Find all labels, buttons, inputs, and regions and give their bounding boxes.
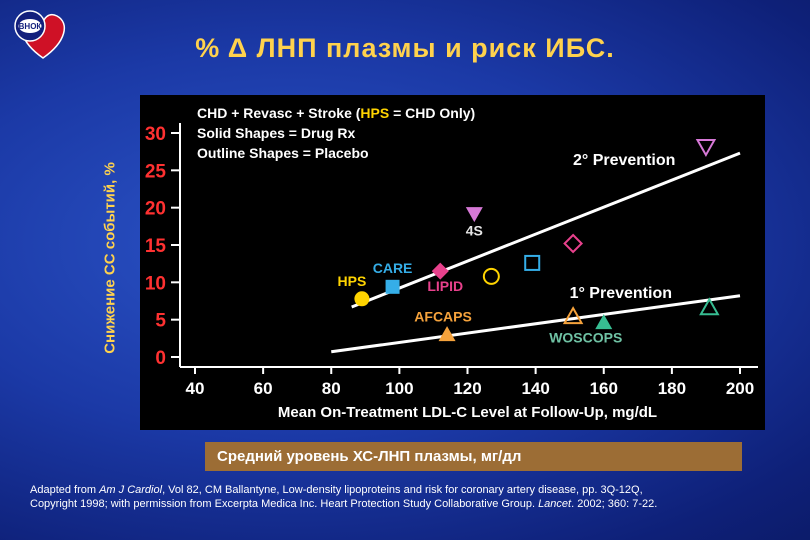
point-4s-drug [465,207,483,223]
citation-segment: , Vol 82, CM Ballantyne, Low-density lip… [162,484,643,496]
point-label-woscops: WOSCOPS [549,330,622,346]
bnok-logo-graphic: ВНОК [14,10,66,59]
x-tick-label: 160 [590,379,618,398]
point-afcaps-drug [438,326,456,342]
citation: Adapted from Am J Cardiol, Vol 82, CM Ba… [30,483,792,511]
point-care-placebo [524,254,541,271]
trend-line-1-prevention [331,294,741,354]
x-tick-label: 180 [658,379,686,398]
point-woscops-drug [595,314,613,330]
x-axis-caption-bar: Средний уровень ХС-ЛНП плазмы, мг/дл [205,442,742,471]
legend-line-1: CHD + Revasc + Stroke (HPS = CHD Only) [197,103,475,123]
citation-line: Adapted from Am J Cardiol, Vol 82, CM Ba… [30,483,792,497]
x-axis-title: Mean On-Treatment LDL-C Level at Follow-… [278,404,657,421]
point-hps-drug [354,291,370,307]
trend-line-label-1-prevention: 1° Prevention [570,285,672,302]
point-woscops-placebo [699,297,720,316]
chart-legend: CHD + Revasc + Stroke (HPS = CHD Only) S… [197,103,475,163]
x-tick-label: 80 [322,379,341,398]
legend-line-3: Outline Shapes = Placebo [197,145,369,161]
x-tick-label: 140 [521,379,549,398]
citation-segment: . 2002; 360: 7-22. [571,498,658,510]
point-label-hps: HPS [338,273,367,289]
point-label-4s: 4S [466,223,483,239]
x-tick-label: 40 [186,379,205,398]
chart-panel: 0 5 10 15 20 25 30 40 60 80 100 120 140 160 180 200 Mean… [140,95,765,430]
point-afcaps-placebo [562,306,584,325]
legend-hps-highlight: HPS [360,105,390,121]
legend-line-1-suffix: = CHD Only) [389,105,476,121]
point-lipid-drug [431,262,449,280]
x-tick-label: 60 [254,379,273,398]
y-tick-label: 30 [145,124,166,145]
citation-segment: Lancet [538,498,572,510]
point-label-lipid: LIPID [427,278,463,294]
slide-title: % Δ ЛНП плазмы и риск ИБС. [195,33,615,63]
bnok-logo: ВНОК [8,6,78,64]
logo-text: ВНОК [19,22,42,31]
point-label-care: CARE [373,260,413,276]
y-tick-label: 15 [145,236,167,257]
trend-line-2-prevention [351,151,741,309]
citation-segment: Adapted from [30,484,100,496]
y-axis-label: Снижение СС событий, % [101,162,119,354]
logo-ellipse [18,19,42,33]
chart: 0 5 10 15 20 25 30 40 60 80 100 120 140 160 180 200 Mean… [145,123,758,421]
y-tick-label: 10 [145,273,166,294]
point-lipid-placebo [563,233,584,254]
x-tick-label: 100 [385,379,413,398]
trend-line-label-2-prevention: 2° Prevention [573,152,675,169]
citation-segment: Am J Cardiol [99,484,163,496]
legend-line-2: Solid Shapes = Drug Rx [197,125,356,141]
y-tick-label: 20 [145,199,166,220]
legend-line-1-prefix: CHD + Revasc + Stroke ( [197,105,361,121]
y-tick-label: 25 [145,161,167,182]
point-label-afcaps: AFCAPS [414,309,472,325]
point-hps-placebo [482,267,500,285]
citation-line: Copyright 1998; with permission from Exc… [30,497,792,511]
y-tick-label: 0 [155,348,166,369]
citation-segment: Copyright 1998; with permission from Exc… [30,498,539,510]
point-4s-placebo [695,138,717,157]
y-tick-label: 5 [155,311,166,332]
x-tick-label: 200 [726,379,754,398]
x-tick-label: 120 [453,379,481,398]
point-care-drug [385,279,400,294]
